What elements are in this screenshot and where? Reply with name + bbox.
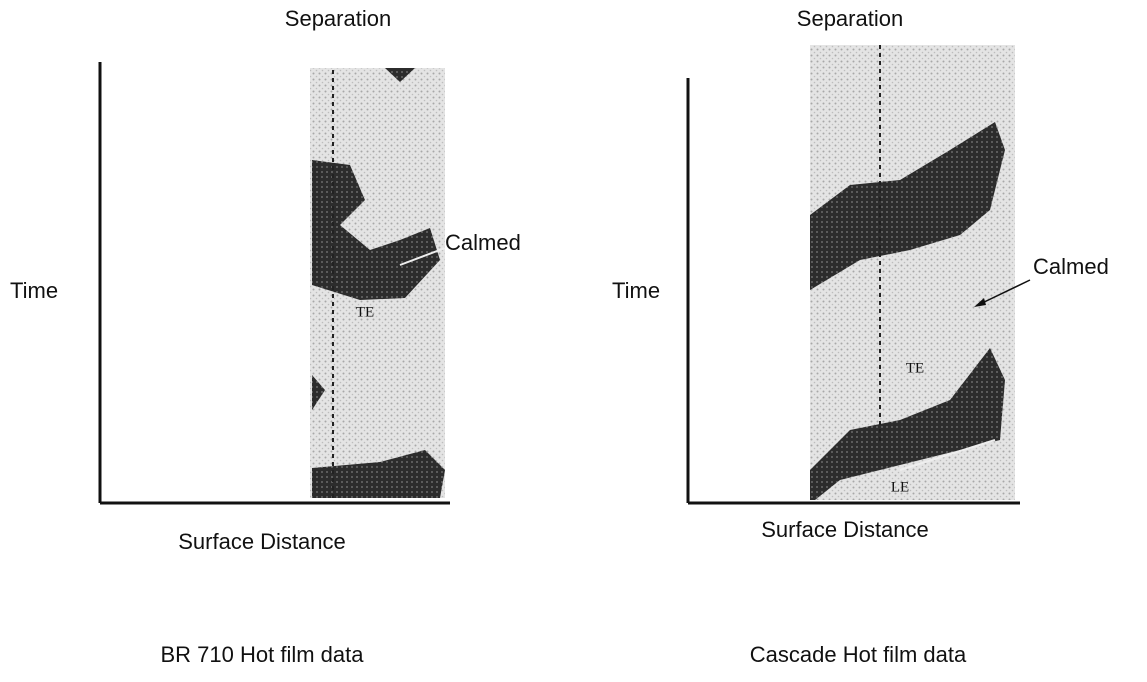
annotation: Calmed [1033,254,1109,279]
annotation-line [899,439,996,471]
y-label: Time [10,278,58,303]
panel-right: Separation Time Surface Distance Cascade… [612,6,1109,667]
caption: Cascade Hot film data [750,642,967,667]
x-label: Surface Distance [178,529,346,554]
dark-region [810,122,1005,290]
separation-label: Separation [797,6,903,31]
panel-left: Separation Time Surface Distance BR 710 … [10,6,521,667]
dark-region [312,375,325,410]
dark-region [810,348,1005,500]
arrow-head [974,298,986,307]
y-label: Time [612,278,660,303]
annotation: LE [891,479,909,495]
annotation: TE [906,360,924,376]
annotation-line [399,247,446,266]
x-label: Surface Distance [761,517,929,542]
dark-region [385,68,415,82]
dark-region [312,450,445,498]
annotation: TE [356,304,374,320]
caption: BR 710 Hot film data [161,642,365,667]
separation-label: Separation [285,6,391,31]
annotation-arrow [977,279,1031,306]
dark-region [312,160,440,300]
annotation: Calmed [445,230,521,255]
